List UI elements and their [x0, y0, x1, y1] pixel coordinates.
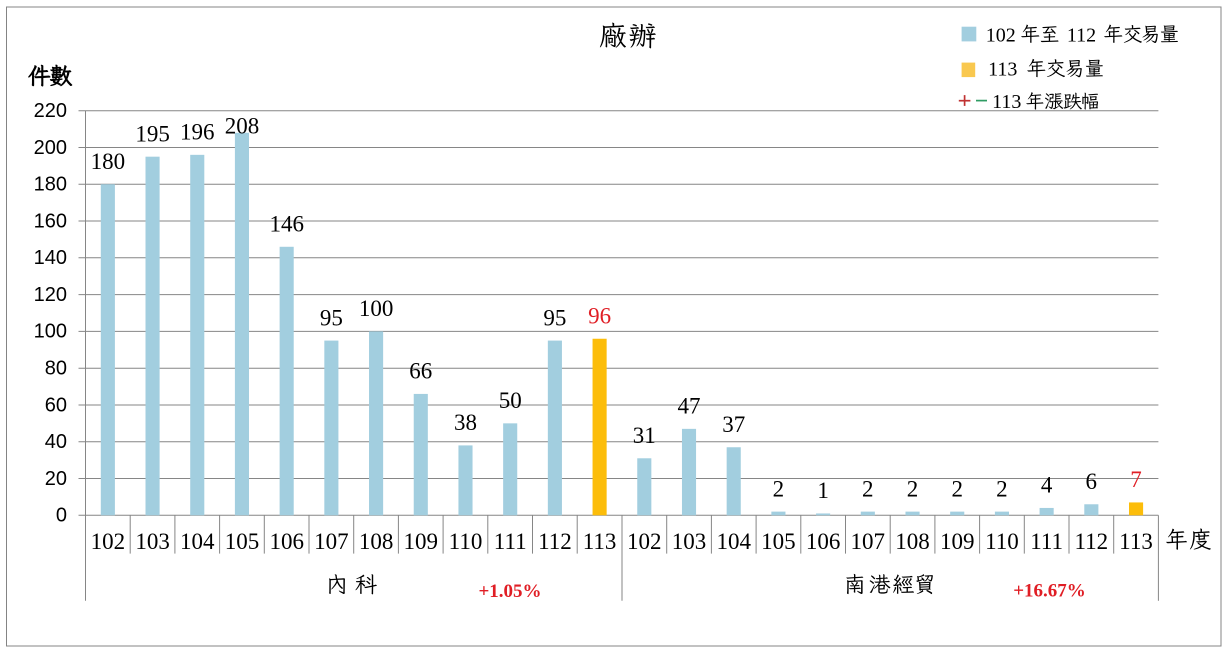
svg-text:96: 96	[588, 303, 611, 328]
svg-text:146: 146	[269, 212, 304, 237]
svg-text:111: 111	[1030, 529, 1063, 554]
svg-text:100: 100	[359, 296, 394, 321]
svg-text:6: 6	[1086, 469, 1098, 494]
svg-text:104: 104	[180, 529, 215, 554]
svg-text:2: 2	[951, 476, 963, 501]
svg-text:60: 60	[45, 394, 67, 416]
svg-text:102: 102	[91, 529, 126, 554]
svg-text:160: 160	[34, 210, 67, 232]
svg-text:0: 0	[56, 505, 67, 527]
svg-text:113: 113	[583, 529, 617, 554]
svg-text:102: 102	[627, 529, 662, 554]
svg-text:7: 7	[1130, 467, 1142, 492]
svg-text:120: 120	[34, 284, 67, 306]
svg-text:220: 220	[34, 100, 67, 122]
svg-text:180: 180	[34, 174, 67, 196]
svg-text:113: 113	[992, 91, 1021, 113]
svg-text:20: 20	[45, 468, 67, 490]
svg-text:112: 112	[538, 529, 572, 554]
svg-text:100: 100	[34, 321, 67, 343]
svg-text:107: 107	[851, 529, 886, 554]
svg-text:38: 38	[454, 410, 477, 435]
svg-text:111: 111	[494, 529, 527, 554]
svg-text:107: 107	[314, 529, 349, 554]
svg-text:104: 104	[716, 529, 751, 554]
svg-text:113: 113	[1119, 529, 1153, 554]
svg-text:105: 105	[225, 529, 260, 554]
svg-text:109: 109	[940, 529, 975, 554]
svg-text:40: 40	[45, 431, 67, 453]
svg-text:113: 113	[988, 59, 1017, 81]
svg-text:180: 180	[91, 149, 126, 174]
svg-text:105: 105	[761, 529, 796, 554]
svg-text:2: 2	[907, 476, 919, 501]
svg-text:4: 4	[1041, 473, 1053, 498]
svg-text:140: 140	[34, 247, 67, 269]
svg-text:95: 95	[543, 305, 566, 330]
svg-text:31: 31	[633, 423, 656, 448]
svg-text:109: 109	[404, 529, 439, 554]
svg-text:208: 208	[225, 114, 260, 139]
svg-text:108: 108	[359, 529, 394, 554]
svg-text:2: 2	[773, 476, 785, 501]
svg-text:110: 110	[985, 529, 1019, 554]
svg-text:95: 95	[320, 305, 343, 330]
svg-text:108: 108	[895, 529, 930, 554]
svg-text:200: 200	[34, 137, 67, 159]
svg-text:106: 106	[806, 529, 841, 554]
svg-text:50: 50	[499, 388, 522, 413]
svg-text:103: 103	[135, 529, 170, 554]
svg-text:+1.05%: +1.05%	[478, 581, 541, 602]
svg-text:1: 1	[817, 478, 829, 503]
svg-text:+16.67%: +16.67%	[1013, 581, 1086, 602]
svg-text:112: 112	[1067, 24, 1096, 46]
svg-text:103: 103	[672, 529, 707, 554]
svg-text:112: 112	[1074, 529, 1108, 554]
svg-text:47: 47	[678, 394, 701, 419]
svg-text:66: 66	[409, 359, 432, 384]
svg-text:106: 106	[269, 529, 304, 554]
svg-text:37: 37	[722, 412, 745, 437]
svg-text:80: 80	[45, 358, 67, 380]
svg-text:2: 2	[862, 476, 874, 501]
svg-text:196: 196	[180, 120, 215, 145]
svg-text:2: 2	[996, 476, 1008, 501]
svg-text:110: 110	[449, 529, 483, 554]
svg-text:195: 195	[135, 121, 170, 146]
svg-text:102: 102	[986, 24, 1016, 46]
